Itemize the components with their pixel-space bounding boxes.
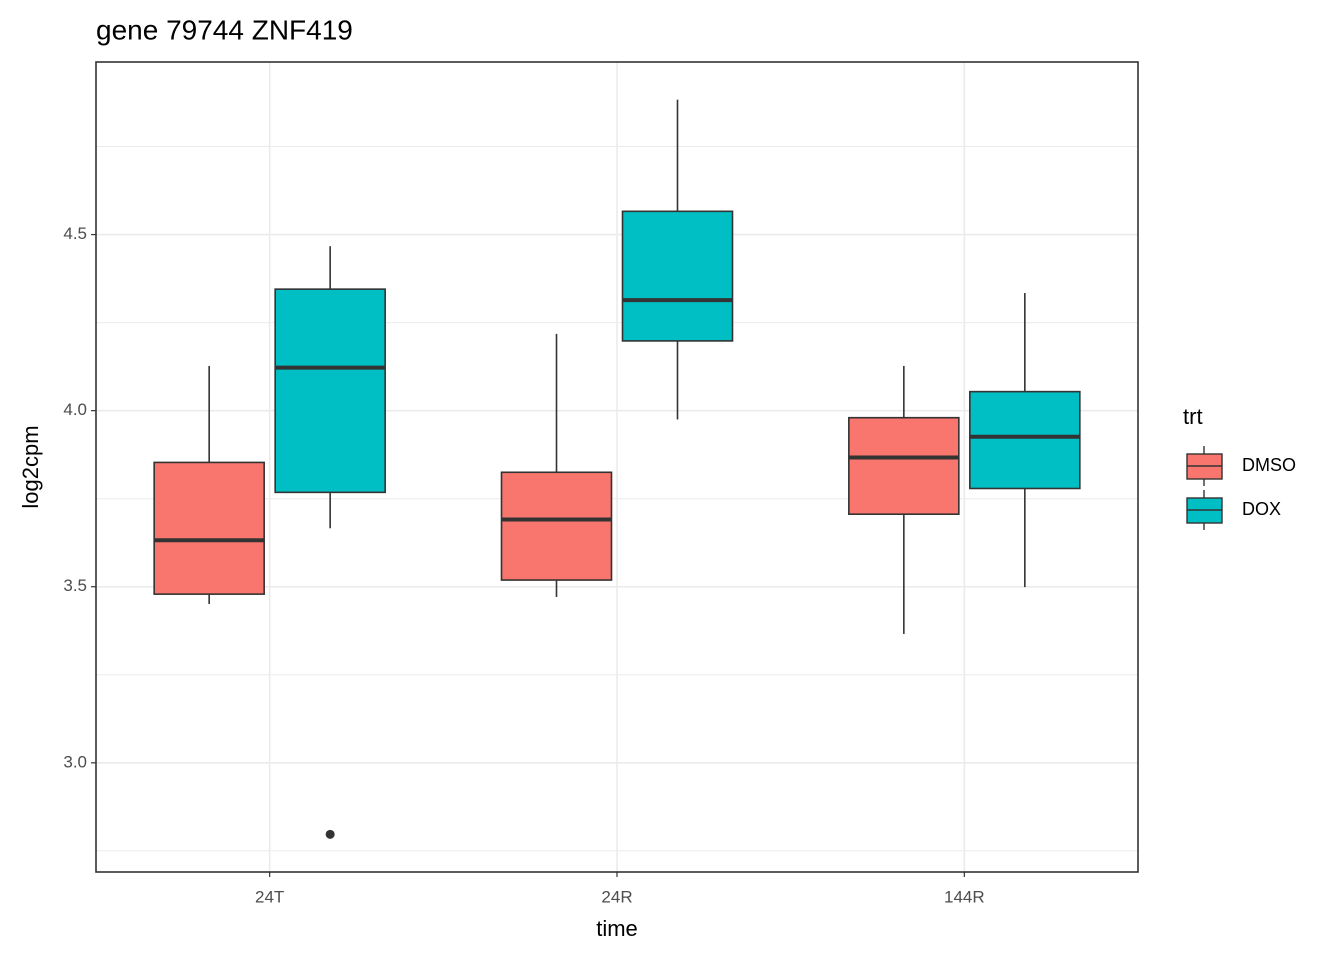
box [274,288,386,494]
x-tick-label: 24T [255,887,284,906]
box [153,461,265,595]
outlier [325,829,335,839]
y-tick-label: 3.5 [63,576,87,595]
x-axis-title: time [596,916,638,941]
chart-title: gene 79744 ZNF419 [96,14,353,45]
x-tick-label: 24R [601,887,632,906]
box [848,416,960,515]
box [500,471,613,581]
legend-title: trt [1183,404,1203,429]
y-tick-label: 4.5 [63,224,87,243]
legend-label: DMSO [1242,455,1296,475]
y-tick-label: 3.0 [63,752,87,771]
y-axis-title: log2cpm [18,425,43,508]
box [969,390,1081,490]
x-tick-label: 144R [944,887,985,906]
legend-label: DOX [1242,499,1281,519]
y-tick-label: 4.0 [63,400,87,419]
box [621,210,734,342]
plot-border [95,61,1139,873]
